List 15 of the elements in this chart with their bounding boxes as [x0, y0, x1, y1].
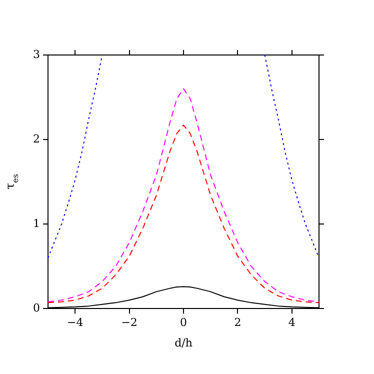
line-series — [48, 55, 103, 258]
y-tick-label: 2 — [33, 132, 40, 146]
line-series — [48, 124, 319, 304]
x-tick-label: 4 — [288, 316, 296, 330]
x-axis-title: d/h — [174, 336, 192, 350]
line-series — [48, 88, 319, 302]
y-tick-label: 3 — [33, 48, 40, 61]
x-tick-label: 0 — [180, 316, 187, 330]
y-axis-title: τes — [3, 174, 20, 190]
y-tick-label: 1 — [33, 216, 40, 230]
x-tick-label: −2 — [121, 316, 138, 330]
x-tick-label: −4 — [66, 316, 84, 330]
y-tick-label: 0 — [33, 301, 40, 314]
x-tick-label: 2 — [234, 316, 242, 330]
line-series — [264, 55, 319, 258]
